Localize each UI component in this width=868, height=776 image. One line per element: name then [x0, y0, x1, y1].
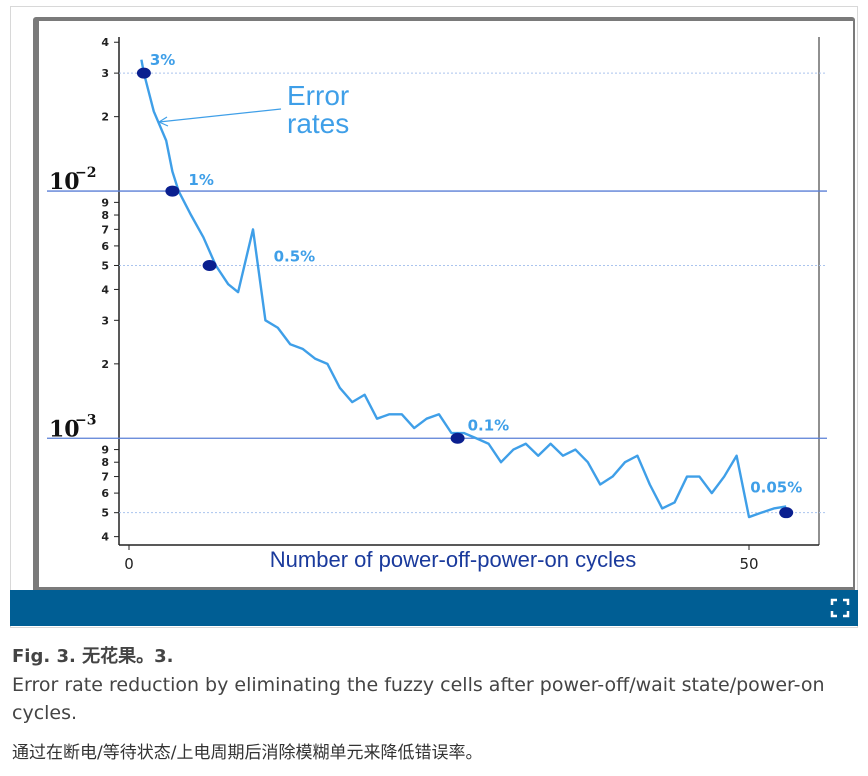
y-tick-label: 3	[101, 67, 109, 80]
y-tick-label: 2	[101, 358, 109, 371]
y-tick-label: 8	[101, 209, 109, 222]
error-rate-series-line	[140, 59, 787, 519]
highlighted-point-marker	[136, 67, 151, 79]
y-decade-label-base: 10	[49, 169, 80, 195]
x-axis-label: Number of power-off-power-on cycles	[270, 547, 636, 572]
figure-toolbar	[10, 590, 858, 626]
y-tick-label: 6	[101, 487, 109, 500]
highlighted-point-label: 1%	[188, 171, 213, 189]
highlighted-point-marker	[779, 507, 794, 519]
annotation-text-line-2: rates	[287, 108, 349, 139]
highlighted-point-label: 0.5%	[274, 247, 316, 265]
figure-description-chinese: 通过在断电/等待状态/上电周期后消除模糊单元来降低错误率。	[12, 743, 483, 763]
y-tick-label: 3	[101, 314, 109, 327]
y-tick-label: 8	[101, 456, 109, 469]
y-tick-label: 4	[101, 36, 109, 49]
highlighted-point-label: 0.1%	[468, 416, 510, 434]
highlighted-point-marker	[450, 432, 465, 444]
highlighted-point-marker	[165, 185, 180, 197]
annotation-arrow-head	[158, 116, 169, 127]
y-tick-label: 6	[101, 240, 109, 253]
y-tick-label: 7	[101, 471, 109, 484]
highlighted-point-marker	[202, 259, 217, 271]
y-decade-label-exponent: −2	[75, 165, 96, 181]
chart-panel	[39, 21, 853, 587]
y-tick-label: 4	[101, 531, 109, 544]
y-decade-label-base: 10	[49, 416, 80, 442]
figure-label: Fig. 3. 无花果。3.	[12, 646, 174, 667]
x-tick-label: 50	[739, 555, 758, 573]
y-tick-label: 9	[101, 444, 109, 457]
y-tick-label: 5	[101, 507, 109, 520]
expand-icon[interactable]	[830, 598, 850, 618]
y-tick-label: 7	[101, 223, 109, 236]
y-tick-label: 5	[101, 259, 109, 272]
y-tick-label: 2	[101, 111, 109, 124]
x-tick-label: 0	[124, 555, 134, 573]
y-decade-label-exponent: −3	[75, 412, 96, 428]
figure-description: Error rate reduction by eliminating the …	[12, 674, 825, 724]
y-tick-label: 4	[101, 283, 109, 296]
y-tick-label: 9	[101, 196, 109, 209]
figure-container: 4 3 2 9 8 7 6 5 4 3 2 9 8 7 6 5 4 10 −2 10 −3 0 50 Number of po…	[10, 6, 858, 628]
highlighted-point-label: 3%	[150, 51, 175, 69]
annotation-text-line-1: Error	[287, 80, 349, 111]
annotation-arrow-line	[158, 108, 282, 123]
highlighted-point-label: 0.05%	[750, 479, 802, 497]
